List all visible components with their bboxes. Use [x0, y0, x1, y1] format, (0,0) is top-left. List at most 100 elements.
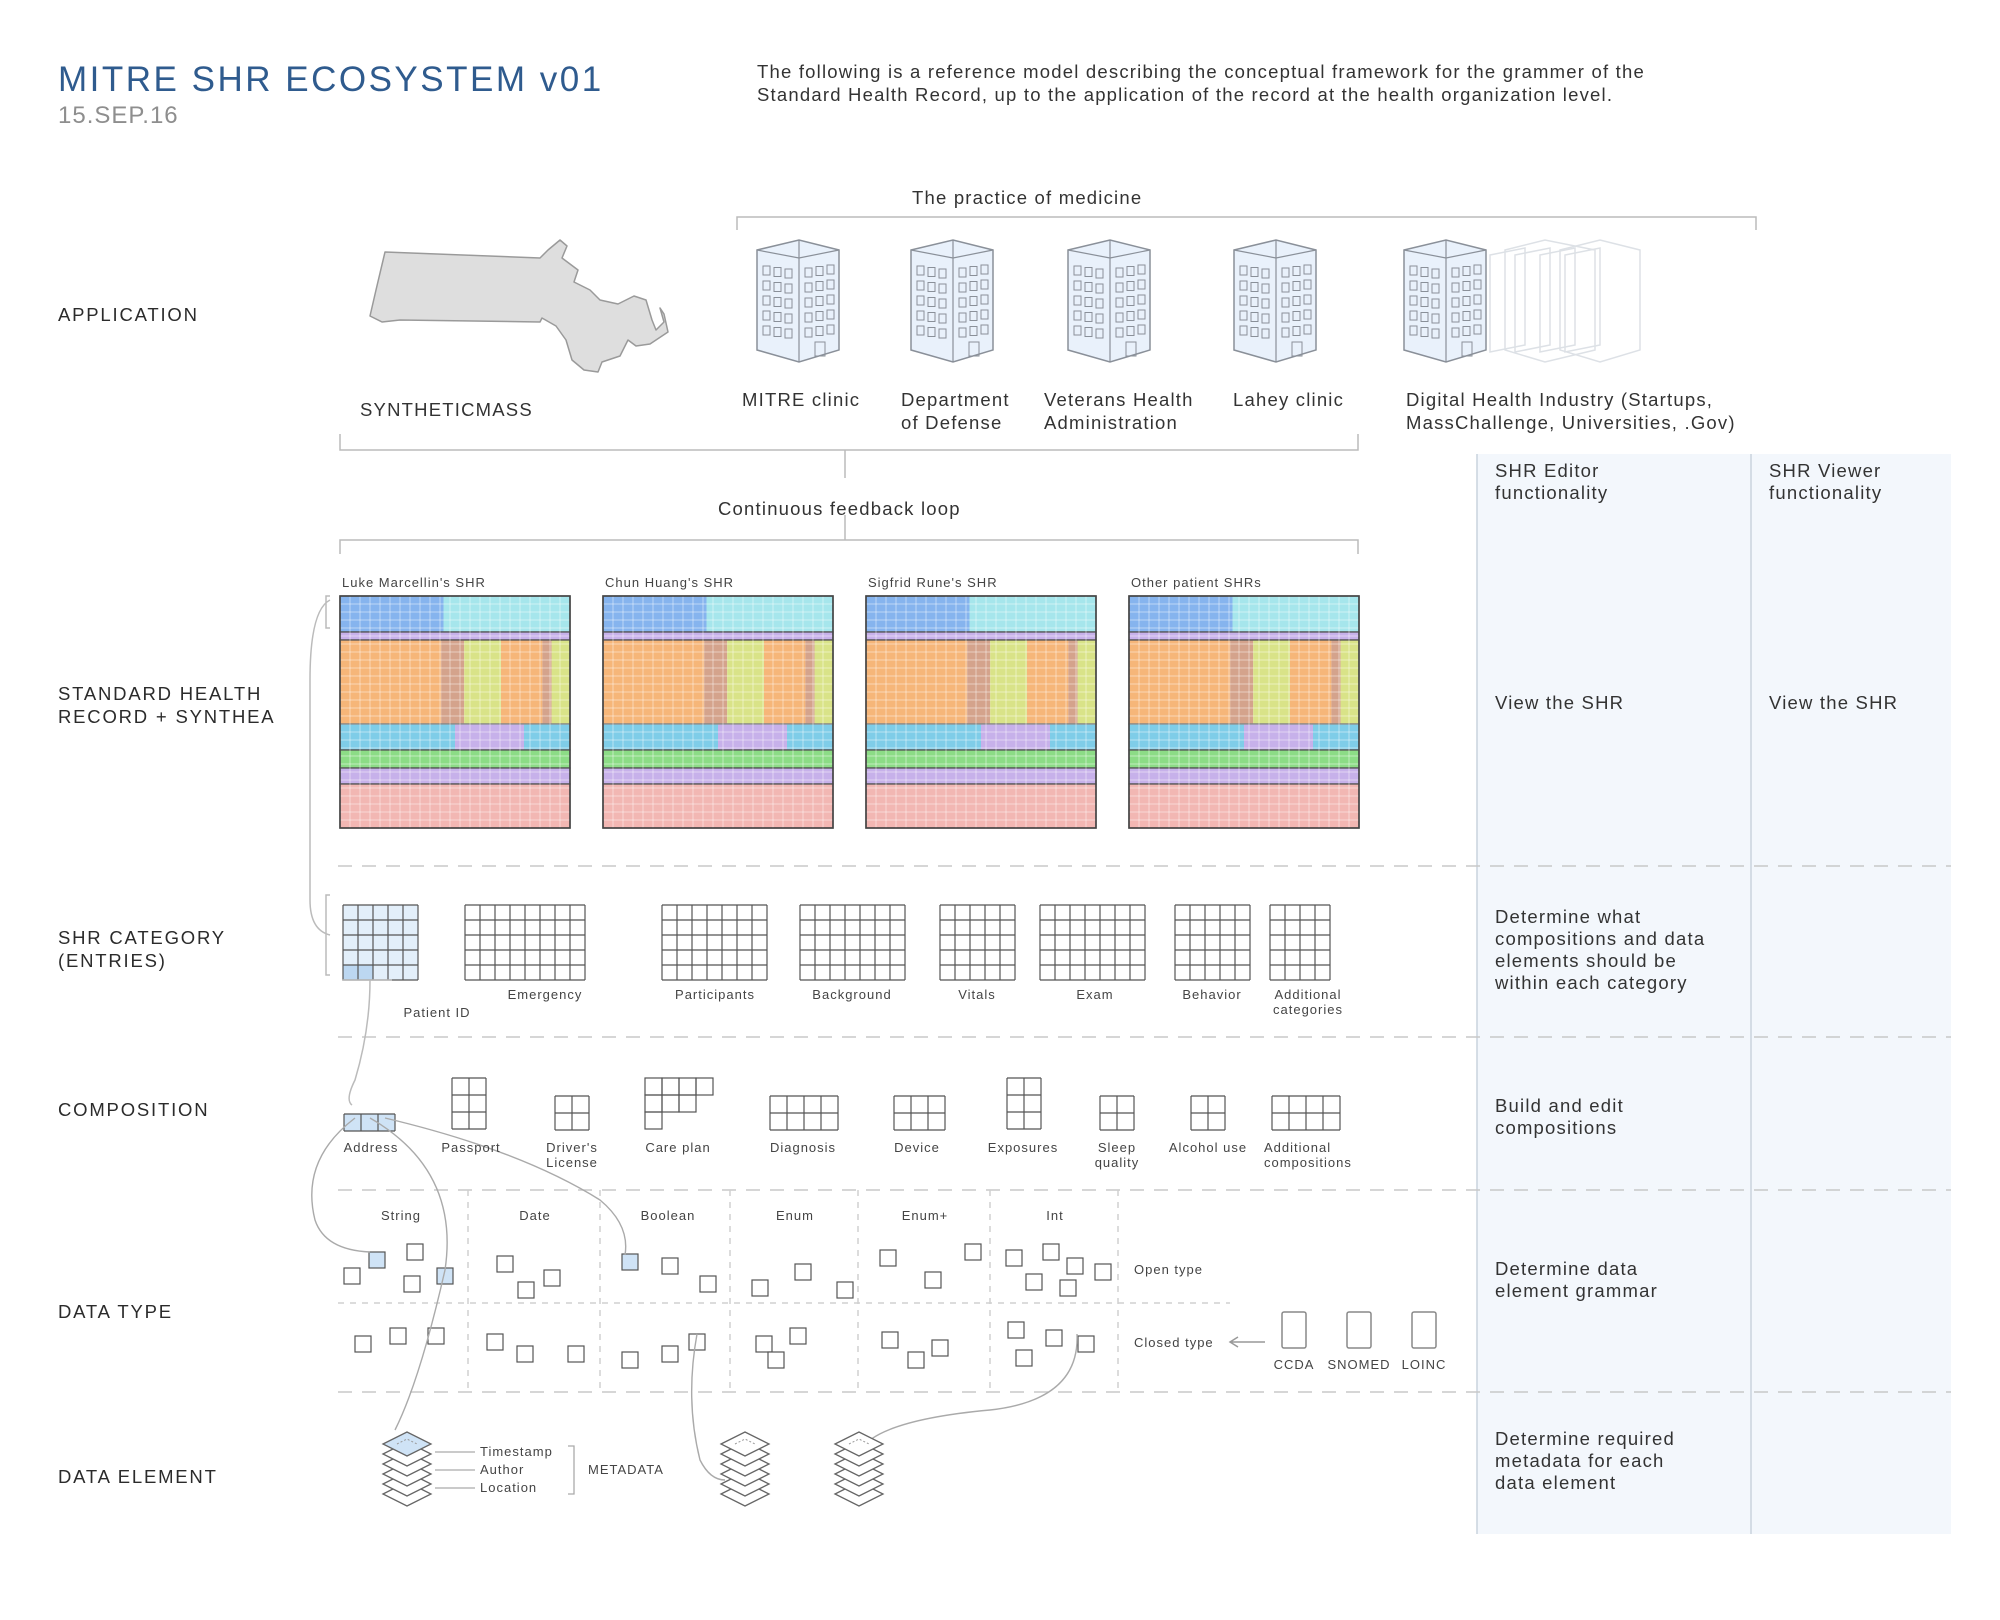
composition-address: Address [343, 1140, 399, 1155]
datatype-square [567, 1345, 585, 1363]
org-lahey-line1: Lahey clinic [1233, 389, 1345, 410]
category-desc-1: Determine what [1495, 906, 1642, 927]
viewer-header-1: SHR Viewer [1769, 460, 1882, 481]
category-behavior: Behavior [1182, 987, 1242, 1002]
datatype-square [1042, 1243, 1060, 1261]
page-date: 15.SEP.16 [58, 102, 179, 129]
building-icon [1233, 239, 1317, 363]
composition-device: Device [894, 1140, 940, 1155]
category-background: Background [812, 987, 892, 1002]
title-mitre: MITRE [58, 60, 180, 99]
row-separators [338, 865, 1951, 1393]
row-label-composition: COMPOSITION [58, 1099, 210, 1120]
shr-record [1128, 595, 1360, 829]
datatype-square [543, 1269, 561, 1287]
syntheticmass-label: SYNTHETICMASS [360, 399, 533, 420]
editor-panel-bg [1477, 454, 1751, 1534]
datatype-square [789, 1327, 807, 1345]
row-label-application: APPLICATION [58, 304, 199, 325]
datatype-square [496, 1255, 514, 1273]
closed-type-label: Closed type [1134, 1335, 1214, 1350]
metadata-bracket [568, 1445, 575, 1495]
datatype-column-separators [338, 1190, 1230, 1392]
title-rest: SHR ECOSYSTEM v01 [191, 60, 604, 99]
category-vitals: Vitals [958, 987, 996, 1002]
element-desc-1: Determine required [1495, 1428, 1675, 1449]
shr-title-luke: Luke Marcellin's SHR [342, 575, 486, 590]
shr-bracket [339, 539, 1359, 554]
datatype-square [755, 1335, 773, 1353]
datatype-square [368, 1251, 386, 1269]
ccda-doc-icon [1281, 1311, 1307, 1349]
datatype-square [1005, 1249, 1023, 1267]
row-label-shr-2: RECORD + SYNTHEA [58, 706, 276, 727]
page-title: MITRE SHR ECOSYSTEM v01 [58, 60, 604, 100]
row-label-data-type: DATA TYPE [58, 1301, 173, 1322]
datatype-enum-plus: Enum+ [901, 1208, 949, 1223]
application-bracket [339, 434, 1359, 451]
org-lahey: Lahey clinic [1233, 388, 1344, 411]
org-dod: Department of Defense [901, 388, 1010, 434]
datatype-square [924, 1271, 942, 1289]
composition-grid-drivers [554, 1095, 590, 1131]
datatype-square [881, 1331, 899, 1349]
category-grid-vitals [939, 904, 1016, 981]
datatype-square [879, 1249, 897, 1267]
datatype-square [964, 1243, 982, 1261]
massachusetts-map-icon [369, 239, 669, 373]
composition-sleep-2: quality [1094, 1155, 1140, 1170]
datatype-square [1077, 1335, 1095, 1353]
row-label-category-1: SHR CATEGORY [58, 927, 226, 948]
composition-grid-alcohol [1190, 1095, 1226, 1131]
datatype-square [343, 1267, 361, 1285]
closed-type-arrow [1228, 1336, 1265, 1348]
category-grids [342, 904, 1331, 981]
datatype-string: String [381, 1208, 421, 1223]
shr-title-chun: Chun Huang's SHR [605, 575, 735, 590]
composition-drivers-license: Driver's License [517, 1140, 627, 1170]
org-digital-line2: MassChallenge, Universities, .Gov) [1406, 412, 1736, 433]
datatype-square [661, 1345, 679, 1363]
element-description: Determine required metadata for each dat… [1495, 1428, 1675, 1494]
viewer-panel-header: SHR Viewer functionality [1769, 460, 1882, 504]
composition-drivers-1: Driver's [546, 1140, 598, 1155]
datatype-square [403, 1275, 421, 1293]
composition-care-plan: Care plan [645, 1140, 711, 1155]
metadata-timestamp: Timestamp [480, 1444, 553, 1459]
datatype-square [699, 1275, 717, 1293]
category-grid-participants [661, 904, 768, 981]
composition-additional-1: Additional [1264, 1140, 1332, 1155]
datatype-square [1045, 1329, 1063, 1347]
datatype-square [1025, 1273, 1043, 1291]
composition-additional-2: compositions [1264, 1155, 1352, 1170]
metadata-author: Author [480, 1462, 525, 1477]
standard-loinc: LOINC [1401, 1357, 1447, 1372]
composition-grid-device [893, 1095, 946, 1131]
datatype-square [516, 1345, 534, 1363]
feedback-loop-label: Continuous feedback loop [718, 498, 961, 519]
composition-desc-2: compositions [1495, 1117, 1618, 1138]
datatype-square [1059, 1279, 1077, 1297]
datatype-enum: Enum [776, 1208, 814, 1223]
composition-desc-1: Build and edit [1495, 1095, 1624, 1116]
row-label-category: SHR CATEGORY (ENTRIES) [58, 926, 226, 972]
row-label-category-2: (ENTRIES) [58, 950, 167, 971]
datatype-square [836, 1281, 854, 1299]
practice-bracket [736, 216, 1757, 230]
datatype-date: Date [519, 1208, 551, 1223]
shr-title-other: Other patient SHRs [1131, 575, 1262, 590]
category-additional-2: categories [1273, 1002, 1343, 1017]
viewer-view-shr: View the SHR [1769, 692, 1899, 713]
buildings [756, 239, 1487, 363]
editor-header-1: SHR Editor [1495, 460, 1600, 481]
datatype-description: Determine data element grammar [1495, 1258, 1658, 1302]
org-va-line2: Administration [1044, 412, 1179, 433]
category-to-composition-connector [348, 979, 371, 1106]
category-grid-background [799, 904, 906, 981]
org-digital-health: Digital Health Industry (Startups, MassC… [1406, 388, 1736, 434]
category-additional-1: Additional [1274, 987, 1342, 1002]
category-description: Determine what compositions and data ele… [1495, 906, 1705, 994]
datatype-boolean: Boolean [640, 1208, 696, 1223]
org-mitre-clinic: MITRE clinic [742, 388, 860, 411]
